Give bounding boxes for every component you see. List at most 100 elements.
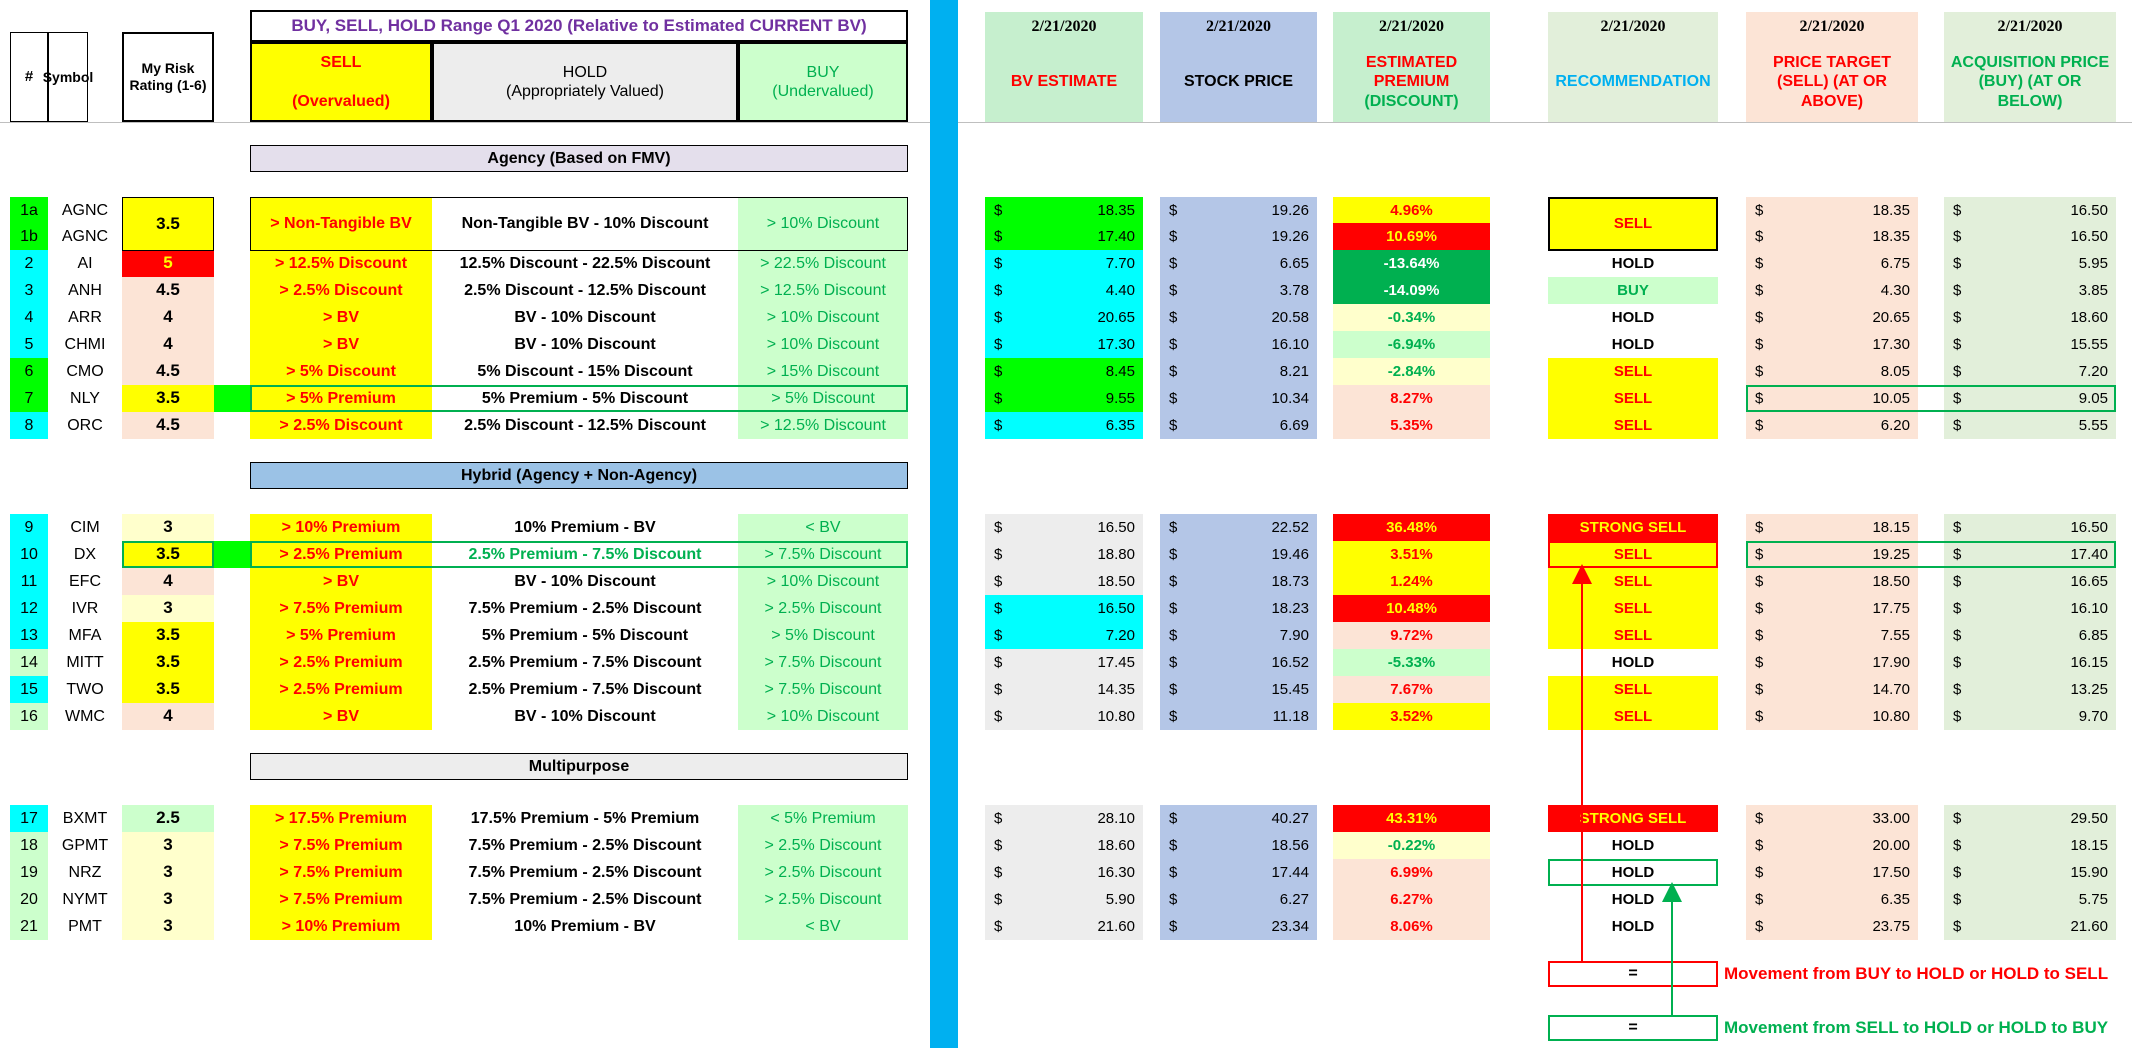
row-price: $15.45 bbox=[1160, 676, 1317, 703]
row-target: $18.35 bbox=[1746, 223, 1918, 250]
row-sell-range: > 10% Premium bbox=[250, 913, 432, 940]
target-value: 8.05 bbox=[1880, 363, 1910, 380]
row-num: 16 bbox=[10, 703, 48, 730]
row-buy-range: < BV bbox=[738, 913, 908, 940]
dx-rec-border bbox=[1548, 541, 1718, 568]
row-target: $17.90 bbox=[1746, 649, 1918, 676]
row-bv: $16.50 bbox=[985, 514, 1143, 541]
currency-sign: $ bbox=[1755, 202, 1764, 219]
row-recommendation: HOLD bbox=[1548, 250, 1718, 277]
row-sell-range: > 5% Premium bbox=[250, 622, 432, 649]
row-bv: $18.35 bbox=[985, 197, 1143, 224]
row-recommendation: STRONG SELL bbox=[1548, 805, 1718, 832]
row-recommendation: HOLD bbox=[1548, 649, 1718, 676]
currency-sign: $ bbox=[1755, 891, 1764, 908]
row-bv: $17.30 bbox=[985, 331, 1143, 358]
row-bv: $17.40 bbox=[985, 223, 1143, 250]
currency-sign: $ bbox=[1755, 390, 1764, 407]
row-premium: 4.96% bbox=[1333, 197, 1490, 224]
currency-sign: $ bbox=[1953, 627, 1962, 644]
row-sell-range: > BV bbox=[250, 331, 432, 358]
currency-sign: $ bbox=[1953, 810, 1962, 827]
premium-l1: ESTIMATED PREMIUM bbox=[1365, 54, 1458, 91]
row-buy-range: > 7.5% Discount bbox=[738, 541, 908, 568]
row-symbol: ANH bbox=[68, 281, 102, 299]
row-acq: $5.75 bbox=[1944, 886, 2116, 913]
row-symbol: PMT bbox=[68, 917, 102, 935]
row-target: $10.05 bbox=[1746, 385, 1918, 412]
acq-value: 16.10 bbox=[2070, 600, 2108, 617]
row-buy-range: > 10% Discount bbox=[738, 703, 908, 730]
date-prem: 2/21/2020 bbox=[1333, 12, 1490, 42]
row-hold-range: BV - 10% Discount bbox=[432, 331, 738, 358]
row-hold-range: 2.5% Premium - 7.5% Discount bbox=[432, 676, 738, 703]
currency-sign: $ bbox=[1953, 600, 1962, 617]
target-value: 20.65 bbox=[1872, 309, 1910, 326]
row-num: 1b bbox=[10, 223, 48, 250]
price-value: 19.46 bbox=[1271, 546, 1309, 563]
acq-l1: ACQUISITION PRICE bbox=[1950, 54, 2110, 72]
currency-sign: $ bbox=[994, 573, 1003, 590]
row-price: $6.69 bbox=[1160, 412, 1317, 439]
row-bv: $16.30 bbox=[985, 859, 1143, 886]
currency-sign: $ bbox=[1755, 309, 1764, 326]
currency-sign: $ bbox=[1755, 627, 1764, 644]
row-acq: $6.85 bbox=[1944, 622, 2116, 649]
row-buy-range: > 7.5% Discount bbox=[738, 649, 908, 676]
buy-l1: BUY bbox=[806, 63, 840, 81]
currency-sign: $ bbox=[1953, 573, 1962, 590]
row-buy-range: > 2.5% Discount bbox=[738, 886, 908, 913]
row-buy-range: > 5% Discount bbox=[738, 622, 908, 649]
row-num: 7 bbox=[10, 385, 48, 412]
legend-red-text: Movement from BUY to HOLD or HOLD to SEL… bbox=[1724, 964, 2109, 983]
target-value: 33.00 bbox=[1872, 810, 1910, 827]
row-symbol: CIM bbox=[70, 518, 100, 536]
row-acq: $7.20 bbox=[1944, 358, 2116, 385]
row-premium: -5.33% bbox=[1333, 649, 1490, 676]
bv-value: 18.35 bbox=[1097, 202, 1135, 219]
row-acq: $13.25 bbox=[1944, 676, 2116, 703]
row-recommendation: HOLD bbox=[1548, 886, 1718, 913]
row-price: $18.56 bbox=[1160, 832, 1317, 859]
row-num: 5 bbox=[10, 331, 48, 358]
row-num: 12 bbox=[10, 595, 48, 622]
row-risk: 3.5 bbox=[122, 676, 214, 703]
row-hold-range: 2.5% Premium - 7.5% Discount bbox=[432, 541, 738, 568]
row-hold-range: 10% Premium - BV bbox=[432, 913, 738, 940]
currency-sign: $ bbox=[1755, 255, 1764, 272]
acq-value: 17.40 bbox=[2070, 546, 2108, 563]
row-symbol: NLY bbox=[70, 389, 100, 407]
target-value: 14.70 bbox=[1872, 681, 1910, 698]
currency-sign: $ bbox=[1755, 573, 1764, 590]
row-recommendation: SELL bbox=[1548, 622, 1718, 649]
row-sell-range: > 2.5% Premium bbox=[250, 649, 432, 676]
currency-sign: $ bbox=[1953, 837, 1962, 854]
row-hold-range: BV - 10% Discount bbox=[432, 304, 738, 331]
currency-sign: $ bbox=[994, 282, 1003, 299]
row-recommendation: SELL bbox=[1548, 595, 1718, 622]
date-target: 2/21/2020 bbox=[1746, 12, 1918, 42]
currency-sign: $ bbox=[1755, 837, 1764, 854]
row-symbol: WMC bbox=[65, 707, 105, 725]
bv-value: 18.50 bbox=[1097, 573, 1135, 590]
price-value: 20.58 bbox=[1271, 309, 1309, 326]
currency-sign: $ bbox=[1755, 654, 1764, 671]
row-symbol: GPMT bbox=[61, 836, 109, 854]
currency-sign: $ bbox=[994, 228, 1003, 245]
row-symbol: AI bbox=[77, 254, 93, 272]
row-sell-range: > 5% Discount bbox=[250, 358, 432, 385]
currency-sign: $ bbox=[1169, 654, 1178, 671]
row-risk: 2.5 bbox=[122, 805, 214, 832]
currency-sign: $ bbox=[994, 627, 1003, 644]
currency-sign: $ bbox=[994, 918, 1003, 935]
row-symbol: BXMT bbox=[62, 809, 108, 827]
currency-sign: $ bbox=[994, 654, 1003, 671]
row-price: $18.23 bbox=[1160, 595, 1317, 622]
row-recommendation: HOLD bbox=[1548, 304, 1718, 331]
currency-sign: $ bbox=[994, 546, 1003, 563]
row-bv: $9.55 bbox=[985, 385, 1143, 412]
row-hold-range: 12.5% Discount - 22.5% Discount bbox=[432, 250, 738, 277]
row-acq: $5.55 bbox=[1944, 412, 2116, 439]
row-price: $10.34 bbox=[1160, 385, 1317, 412]
currency-sign: $ bbox=[1169, 891, 1178, 908]
